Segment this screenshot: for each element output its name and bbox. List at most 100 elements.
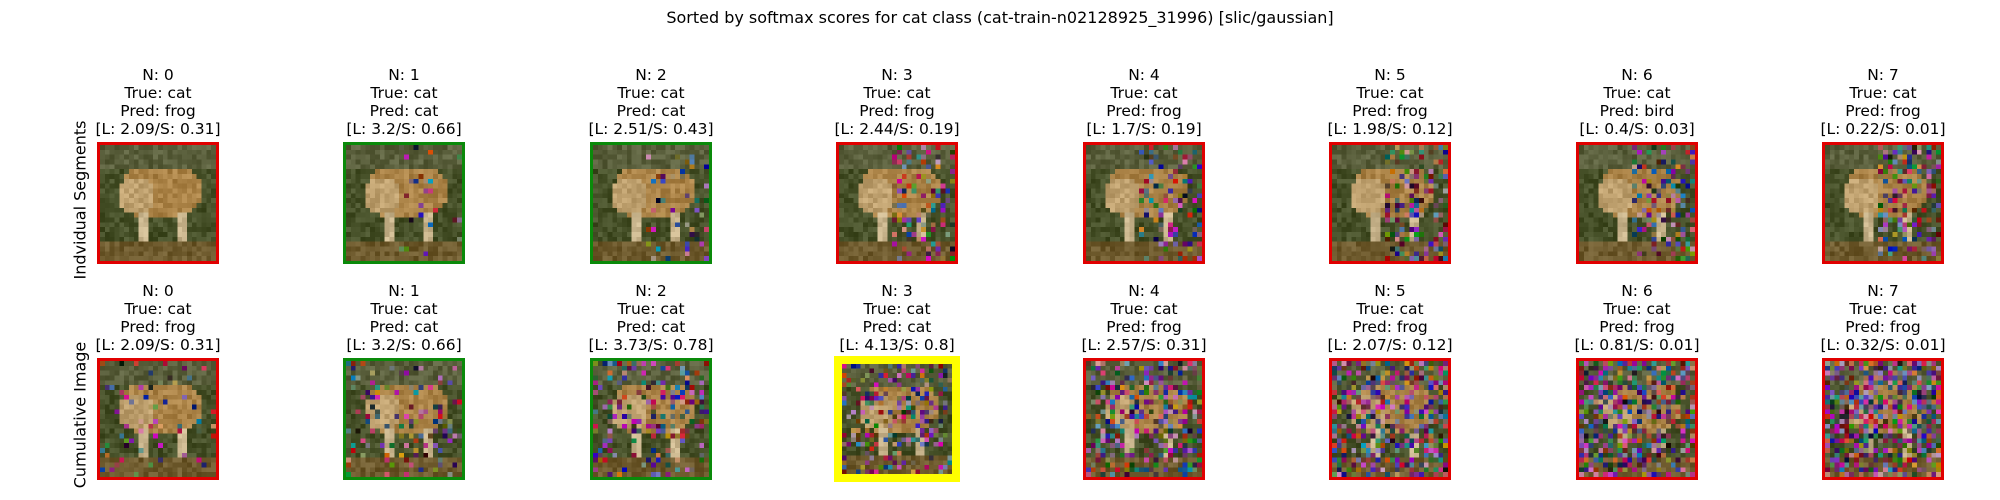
segment-panel: N: 5 True: cat Pred: frog [L: 1.98/S: 0.12] <box>1285 66 1495 264</box>
cumulative-panel: N: 7 True: cat Pred: frog [L: 0.32/S: 0.01] <box>1778 282 1988 480</box>
segment-panel: N: 4 True: cat Pred: frog [L: 1.7/S: 0.19] <box>1039 66 1249 264</box>
pred-label: Pred: frog <box>1599 318 1675 336</box>
panel-title: N: 3 True: cat Pred: cat [L: 4.13/S: 0.8] <box>792 282 1002 354</box>
panel-title: N: 1 True: cat Pred: cat [L: 3.2/S: 0.66] <box>299 66 509 138</box>
panel-index: N: 0 <box>142 282 174 300</box>
true-label: True: cat <box>863 300 931 318</box>
true-label: True: cat <box>1356 84 1424 102</box>
panel-title: N: 6 True: cat Pred: bird [L: 0.4/S: 0.03] <box>1532 66 1742 138</box>
panel-index: N: 1 <box>388 66 420 84</box>
true-label: True: cat <box>1110 84 1178 102</box>
score-label: [L: 0.22/S: 0.01] <box>1820 120 1946 138</box>
score-label: [L: 2.57/S: 0.31] <box>1081 336 1207 354</box>
pred-label: Pred: frog <box>1845 102 1921 120</box>
score-label: [L: 2.44/S: 0.19] <box>834 120 960 138</box>
panel-title: N: 4 True: cat Pred: frog [L: 1.7/S: 0.19] <box>1039 66 1249 138</box>
cumulative-panel: N: 0 True: cat Pred: frog [L: 2.09/S: 0.31] <box>53 282 263 480</box>
cat-image-thumbnail <box>1329 142 1451 264</box>
score-label: [L: 4.13/S: 0.8] <box>839 336 955 354</box>
segment-panel: N: 2 True: cat Pred: cat [L: 2.51/S: 0.43] <box>546 66 756 264</box>
pred-label: Pred: frog <box>120 318 196 336</box>
pred-label: Pred: bird <box>1599 102 1675 120</box>
cat-image-thumbnail <box>343 142 465 264</box>
cat-image-thumbnail <box>1822 142 1944 264</box>
panel-index: N: 7 <box>1867 282 1899 300</box>
cat-image-thumbnail <box>1576 358 1698 480</box>
pred-label: Pred: frog <box>1352 318 1428 336</box>
segment-panel: N: 6 True: cat Pred: bird [L: 0.4/S: 0.03] <box>1532 66 1742 264</box>
panel-title: N: 5 True: cat Pred: frog [L: 2.07/S: 0.12] <box>1285 282 1495 354</box>
pred-label: Pred: frog <box>1352 102 1428 120</box>
true-label: True: cat <box>124 84 192 102</box>
panel-title: N: 4 True: cat Pred: frog [L: 2.57/S: 0.31] <box>1039 282 1249 354</box>
pred-label: Pred: cat <box>862 318 932 336</box>
pred-label: Pred: frog <box>859 102 935 120</box>
score-label: [L: 0.32/S: 0.01] <box>1820 336 1946 354</box>
true-label: True: cat <box>1356 300 1424 318</box>
cumulative-panel: N: 5 True: cat Pred: frog [L: 2.07/S: 0.12] <box>1285 282 1495 480</box>
panel-index: N: 4 <box>1128 66 1160 84</box>
panel-index: N: 5 <box>1374 66 1406 84</box>
segment-panel: N: 1 True: cat Pred: cat [L: 3.2/S: 0.66] <box>299 66 509 264</box>
pred-label: Pred: cat <box>616 102 686 120</box>
true-label: True: cat <box>1603 84 1671 102</box>
panel-title: N: 6 True: cat Pred: frog [L: 0.81/S: 0.01] <box>1532 282 1742 354</box>
cumulative-panel: N: 1 True: cat Pred: cat [L: 3.2/S: 0.66] <box>299 282 509 480</box>
score-label: [L: 3.2/S: 0.66] <box>346 120 462 138</box>
panel-title: N: 7 True: cat Pred: frog [L: 0.22/S: 0.01] <box>1778 66 1988 138</box>
panel-index: N: 3 <box>881 66 913 84</box>
panel-title: N: 2 True: cat Pred: cat [L: 3.73/S: 0.78] <box>546 282 756 354</box>
true-label: True: cat <box>863 84 931 102</box>
cat-image-thumbnail <box>590 142 712 264</box>
cat-image-thumbnail <box>1329 358 1451 480</box>
cat-image-thumbnail <box>836 142 958 264</box>
panel-index: N: 2 <box>635 66 667 84</box>
panel-index: N: 6 <box>1621 66 1653 84</box>
panel-title: N: 3 True: cat Pred: frog [L: 2.44/S: 0.19] <box>792 66 1002 138</box>
panel-title: N: 2 True: cat Pred: cat [L: 2.51/S: 0.43] <box>546 66 756 138</box>
panel-index: N: 2 <box>635 282 667 300</box>
panel-index: N: 0 <box>142 66 174 84</box>
pred-label: Pred: cat <box>616 318 686 336</box>
cumulative-panel: N: 4 True: cat Pred: frog [L: 2.57/S: 0.31] <box>1039 282 1249 480</box>
panel-index: N: 5 <box>1374 282 1406 300</box>
true-label: True: cat <box>1849 300 1917 318</box>
score-label: [L: 3.2/S: 0.66] <box>346 336 462 354</box>
cat-image-thumbnail <box>1083 358 1205 480</box>
cat-image-thumbnail <box>1576 142 1698 264</box>
true-label: True: cat <box>1849 84 1917 102</box>
pred-label: Pred: cat <box>369 318 439 336</box>
figure-title: Sorted by softmax scores for cat class (… <box>666 8 1334 27</box>
cumulative-panel: N: 6 True: cat Pred: frog [L: 0.81/S: 0.01] <box>1532 282 1742 480</box>
score-label: [L: 2.09/S: 0.31] <box>95 336 221 354</box>
cumulative-panel: N: 2 True: cat Pred: cat [L: 3.73/S: 0.78] <box>546 282 756 480</box>
panel-title: N: 0 True: cat Pred: frog [L: 2.09/S: 0.31] <box>53 282 263 354</box>
cat-image-thumbnail <box>97 358 219 480</box>
pred-label: Pred: frog <box>1106 102 1182 120</box>
segment-panel: N: 0 True: cat Pred: frog [L: 2.09/S: 0.31] <box>53 66 263 264</box>
true-label: True: cat <box>370 84 438 102</box>
score-label: [L: 0.4/S: 0.03] <box>1579 120 1695 138</box>
pred-label: Pred: frog <box>120 102 196 120</box>
true-label: True: cat <box>617 84 685 102</box>
panel-title: N: 1 True: cat Pred: cat [L: 3.2/S: 0.66] <box>299 282 509 354</box>
pred-label: Pred: frog <box>1845 318 1921 336</box>
panel-title: N: 0 True: cat Pred: frog [L: 2.09/S: 0.31] <box>53 66 263 138</box>
panel-index: N: 1 <box>388 282 420 300</box>
panel-index: N: 3 <box>881 282 913 300</box>
true-label: True: cat <box>617 300 685 318</box>
panel-index: N: 7 <box>1867 66 1899 84</box>
score-label: [L: 1.7/S: 0.19] <box>1086 120 1202 138</box>
cat-image-thumbnail <box>834 356 960 482</box>
cumulative-panel: N: 3 True: cat Pred: cat [L: 4.13/S: 0.8] <box>792 282 1002 482</box>
score-label: [L: 0.81/S: 0.01] <box>1574 336 1700 354</box>
true-label: True: cat <box>124 300 192 318</box>
segment-panel: N: 3 True: cat Pred: frog [L: 2.44/S: 0.19] <box>792 66 1002 264</box>
score-label: [L: 1.98/S: 0.12] <box>1327 120 1453 138</box>
segment-panel: N: 7 True: cat Pred: frog [L: 0.22/S: 0.01] <box>1778 66 1988 264</box>
cat-image-thumbnail <box>97 142 219 264</box>
pred-label: Pred: cat <box>369 102 439 120</box>
cat-image-thumbnail <box>343 358 465 480</box>
score-label: [L: 2.09/S: 0.31] <box>95 120 221 138</box>
panel-index: N: 6 <box>1621 282 1653 300</box>
